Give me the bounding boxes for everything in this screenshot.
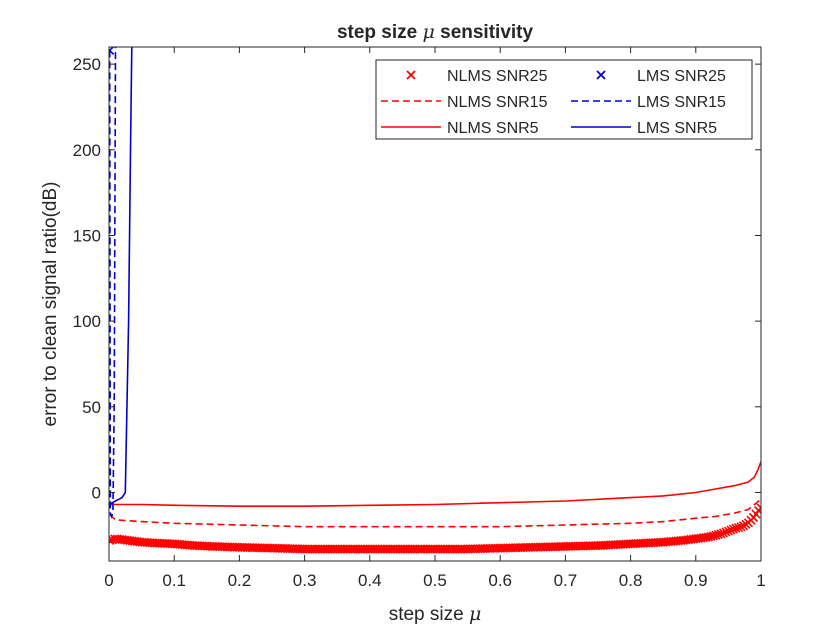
series-nlms-snr25-marker bbox=[738, 521, 749, 531]
y-tick-label: 0 bbox=[92, 483, 101, 502]
y-tick-label: 250 bbox=[73, 55, 101, 74]
x-tick-label: 0.2 bbox=[228, 571, 252, 590]
y-axis-label: error to clean signal ratio(dB) bbox=[40, 182, 61, 427]
series-lms-snr15 bbox=[109, 47, 117, 519]
legend: NLMS SNR25 NLMS SNR15 NLMS SNR5 LMS SNR25 LM… bbox=[375, 59, 753, 140]
series-nlms-snr25-marker bbox=[713, 529, 723, 540]
x-tick-label: 0.5 bbox=[423, 571, 447, 590]
series-nlms-snr25-marker bbox=[718, 528, 728, 538]
y-tick-label: 200 bbox=[73, 141, 101, 160]
legend-item-lms-snr25: LMS SNR25 bbox=[596, 68, 726, 85]
x-axis-label: step size μ bbox=[389, 603, 482, 625]
x-tick-label: 0.6 bbox=[488, 571, 512, 590]
x-tick-label: 0.1 bbox=[162, 571, 186, 590]
series-nlms-snr25-marker bbox=[721, 527, 731, 537]
series-nlms-snr25-marker bbox=[736, 522, 746, 532]
legend-box bbox=[375, 59, 753, 140]
series-nlms-snr5-line bbox=[109, 461, 761, 507]
legend-item-nlms-snr5: NLMS SNR5 bbox=[381, 120, 539, 137]
legend-label: LMS SNR25 bbox=[637, 68, 726, 85]
x-tick-label: 0.9 bbox=[684, 571, 708, 590]
legend-item-nlms-snr25: NLMS SNR25 bbox=[406, 68, 548, 85]
series-nlms-snr25 bbox=[109, 503, 761, 554]
series-lms-snr15-line bbox=[109, 47, 117, 519]
y-tick-label: 50 bbox=[82, 398, 101, 417]
x-tick-label: 1 bbox=[756, 571, 765, 590]
series-nlms-snr25-marker bbox=[756, 503, 761, 513]
chart-title: step size μ sensitivity bbox=[337, 21, 534, 43]
series-nlms-snr25-marker bbox=[733, 522, 744, 533]
y-tick-label: 100 bbox=[73, 312, 101, 331]
x-tick-label: 0 bbox=[104, 571, 113, 590]
legend-label: LMS SNR5 bbox=[637, 120, 717, 137]
x-tick-label: 0.3 bbox=[293, 571, 317, 590]
series-layer bbox=[109, 47, 761, 554]
series-nlms-snr25-marker bbox=[726, 525, 736, 535]
series-nlms-snr25-marker bbox=[109, 535, 115, 546]
series-nlms-snr25-marker bbox=[723, 526, 733, 536]
legend-label: LMS SNR15 bbox=[637, 94, 726, 111]
series-lms-snr5 bbox=[109, 47, 133, 506]
ticks-layer: 0 0.1 0.2 0.3 0.4 0.5 0.6 0.7 0.8 0.9 1 0 50 100 150 20… bbox=[73, 47, 766, 590]
legend-item-lms-snr5: LMS SNR5 bbox=[571, 120, 717, 137]
series-nlms-snr15-line bbox=[109, 498, 761, 528]
x-tick-label: 0.7 bbox=[554, 571, 578, 590]
legend-marker bbox=[596, 70, 606, 80]
x-tick-label: 0.4 bbox=[358, 571, 382, 590]
legend-label: NLMS SNR15 bbox=[447, 94, 548, 111]
y-tick-label: 150 bbox=[73, 226, 101, 245]
series-lms-snr5-line bbox=[109, 47, 133, 506]
series-nlms-snr5 bbox=[109, 461, 761, 507]
series-nlms-snr25-marker bbox=[716, 529, 726, 539]
x-tick-label: 0.8 bbox=[619, 571, 643, 590]
series-nlms-snr25-marker bbox=[728, 524, 739, 534]
series-nlms-snr15 bbox=[109, 498, 761, 528]
legend-item-nlms-snr15: NLMS SNR15 bbox=[381, 94, 548, 111]
legend-label: NLMS SNR25 bbox=[447, 68, 548, 85]
legend-label: NLMS SNR5 bbox=[447, 120, 539, 137]
legend-item-lms-snr15: LMS SNR15 bbox=[571, 94, 726, 111]
legend-marker bbox=[406, 70, 416, 80]
